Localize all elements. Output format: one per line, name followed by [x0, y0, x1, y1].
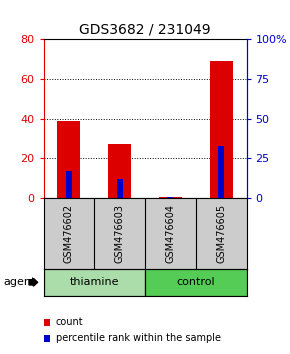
- Bar: [117, 179, 123, 198]
- Bar: [57, 121, 80, 198]
- Text: GSM476603: GSM476603: [115, 204, 125, 263]
- Bar: [167, 197, 173, 198]
- Text: agent: agent: [3, 277, 35, 287]
- Text: GSM476604: GSM476604: [165, 204, 175, 263]
- Bar: [44, 269, 145, 296]
- Text: control: control: [176, 277, 215, 287]
- Text: thiamine: thiamine: [70, 277, 119, 287]
- Bar: [145, 269, 246, 296]
- Bar: [159, 197, 182, 198]
- Text: GSM476602: GSM476602: [64, 204, 74, 263]
- Bar: [218, 146, 224, 198]
- Bar: [108, 144, 131, 198]
- Text: GSM476605: GSM476605: [216, 204, 226, 263]
- Text: count: count: [56, 318, 83, 327]
- Bar: [66, 171, 72, 198]
- Text: percentile rank within the sample: percentile rank within the sample: [56, 333, 221, 343]
- Title: GDS3682 / 231049: GDS3682 / 231049: [79, 22, 211, 36]
- Bar: [210, 61, 233, 198]
